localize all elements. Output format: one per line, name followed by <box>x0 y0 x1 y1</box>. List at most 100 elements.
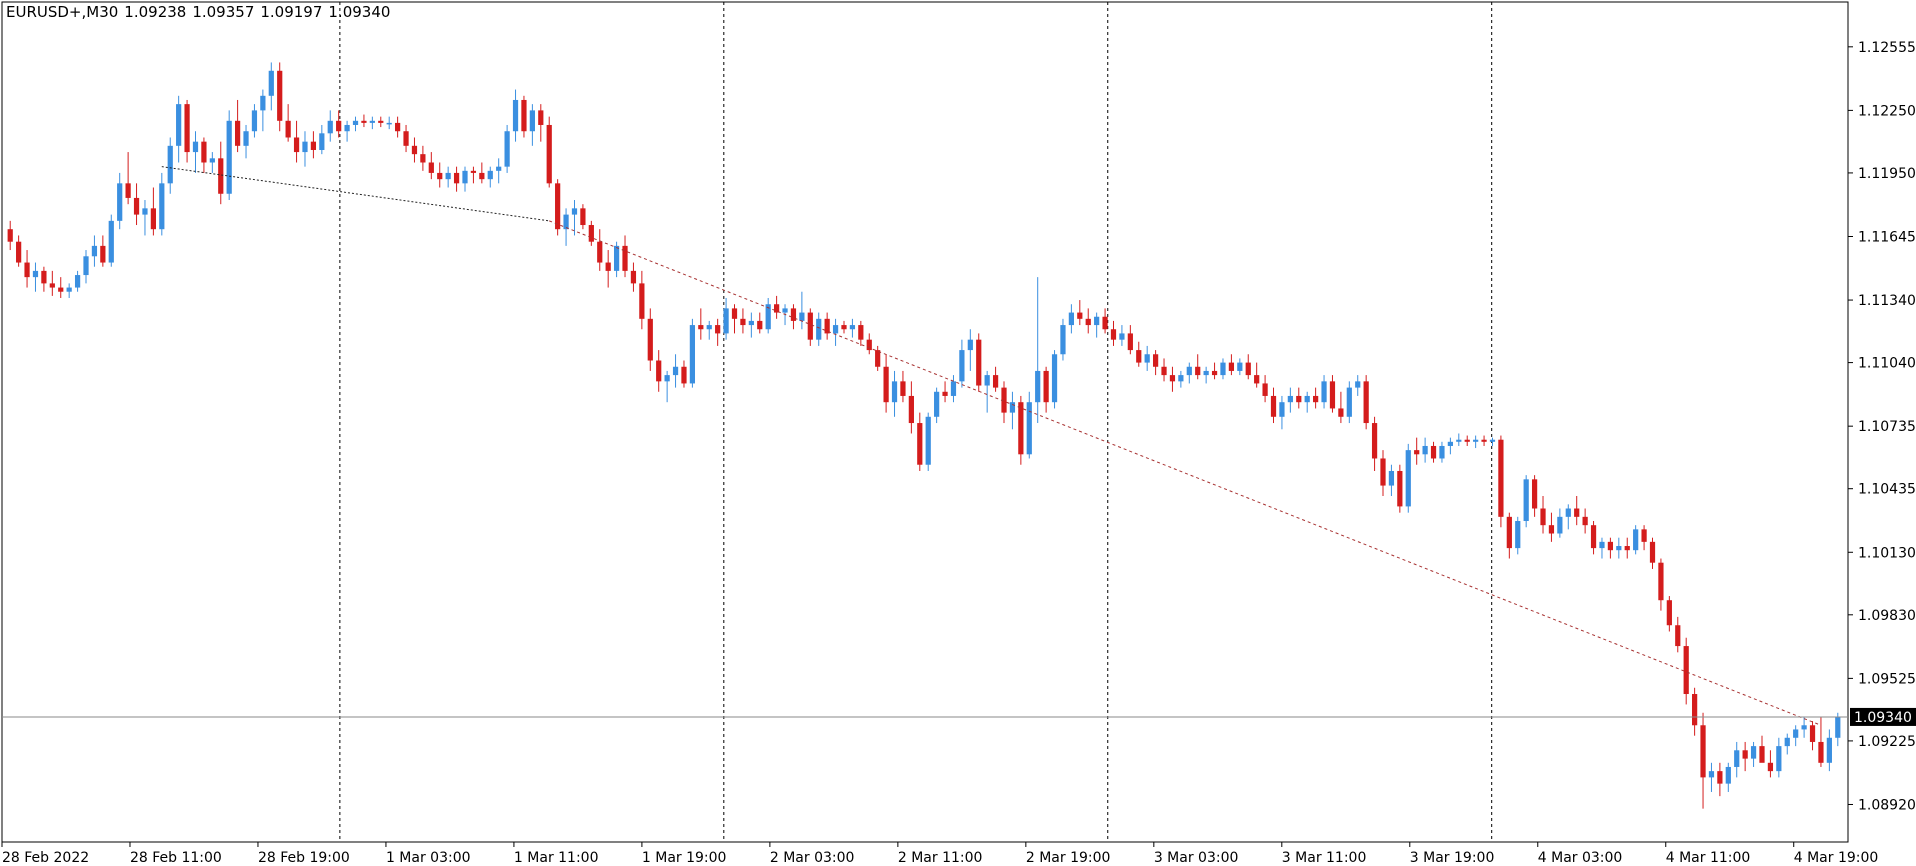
y-tick-label: 1.11645 <box>1858 229 1916 245</box>
candle-body <box>1414 450 1420 455</box>
candle-body <box>49 283 55 288</box>
candle-body <box>1708 771 1715 778</box>
candle-body <box>1220 362 1226 376</box>
candle-body <box>900 381 906 396</box>
candle-body <box>1498 439 1504 517</box>
candle-body <box>344 124 350 132</box>
candle-body <box>209 158 215 163</box>
candle-body <box>1203 370 1209 376</box>
candle-body <box>1633 529 1639 551</box>
candle-body <box>1540 508 1546 526</box>
candle-body <box>470 170 477 173</box>
candle-body <box>352 120 359 125</box>
candle-body <box>361 120 367 123</box>
candle-body <box>1380 458 1386 486</box>
candle-body <box>1060 325 1066 355</box>
candle-body <box>1464 439 1470 442</box>
candle-body <box>1195 366 1201 376</box>
candle-body <box>1784 737 1790 747</box>
candle-body <box>849 325 856 330</box>
candle-body <box>521 99 527 132</box>
candle-body <box>192 141 199 153</box>
candle-body <box>976 339 982 386</box>
candle-body <box>150 208 156 230</box>
candle-body <box>1355 381 1361 388</box>
candle-body <box>765 304 771 330</box>
candle-body <box>1144 354 1150 363</box>
candle-body <box>1026 402 1032 455</box>
candle-body <box>597 241 603 263</box>
trend-line <box>161 166 550 222</box>
candle-body <box>605 262 611 271</box>
candle-body <box>428 162 434 173</box>
candle-body <box>1313 395 1319 403</box>
candle-body <box>639 283 645 319</box>
candle-body <box>647 318 653 361</box>
candle-body <box>395 122 401 132</box>
candle-body <box>1447 441 1453 446</box>
candle-body <box>681 366 687 384</box>
candle-body <box>622 245 628 271</box>
candle-body <box>218 158 224 194</box>
candle-body <box>302 141 308 153</box>
y-tick-label: 1.12250 <box>1858 103 1916 119</box>
candle-body <box>1456 439 1462 442</box>
candle-body <box>1388 470 1395 486</box>
candle-body <box>1793 729 1799 738</box>
candle-body <box>1119 333 1125 340</box>
candle-body <box>832 325 839 334</box>
candle-body <box>327 120 333 134</box>
candle-body <box>529 110 535 132</box>
candle-body <box>293 137 300 153</box>
candle-body <box>1051 354 1058 403</box>
candle-body <box>1245 362 1251 376</box>
candle-body <box>580 208 586 226</box>
x-tick-label: 28 Feb 2022 <box>2 850 89 866</box>
candle-body <box>1228 362 1235 371</box>
chart-header: EURUSD+,M30 1.09238 1.09357 1.09197 1.09340 <box>6 3 396 21</box>
candle-body <box>1734 750 1740 767</box>
candle-body <box>243 131 249 146</box>
candle-body <box>496 166 502 171</box>
candle-body <box>1161 366 1167 376</box>
y-tick-label: 1.12555 <box>1858 40 1916 56</box>
candle-body <box>1742 750 1748 759</box>
candle-body <box>277 70 283 121</box>
candle-body <box>917 423 923 465</box>
candle-body <box>613 245 620 271</box>
x-tick-label: 4 Mar 11:00 <box>1666 850 1751 866</box>
candle-body <box>184 104 190 153</box>
candle-body <box>790 308 797 321</box>
candle-body <box>1346 387 1352 417</box>
candle-body <box>403 131 409 146</box>
candle-body <box>992 375 999 388</box>
candle-body <box>563 214 569 230</box>
symbol-label: EURUSD+,M30 <box>6 3 119 21</box>
candle-body <box>1254 375 1260 384</box>
candle-body <box>1826 737 1832 763</box>
candle-body <box>386 122 392 125</box>
candle-body <box>1818 741 1824 763</box>
y-tick-label: 1.10735 <box>1858 419 1916 435</box>
candle-body <box>1641 529 1647 542</box>
y-tick-label: 1.11340 <box>1858 293 1916 309</box>
candle-body <box>125 183 131 198</box>
y-tick-label: 1.09525 <box>1858 671 1916 687</box>
candle-body <box>24 262 30 278</box>
candle-body <box>1085 318 1091 326</box>
candle-body <box>378 120 384 123</box>
candle-body <box>959 350 965 382</box>
candle-body <box>1439 445 1445 459</box>
candle-body <box>555 183 561 230</box>
candle-body <box>782 308 788 313</box>
candle-body <box>1169 375 1176 382</box>
candle-body <box>1304 395 1310 403</box>
candle-body <box>260 95 266 111</box>
candle-body <box>479 172 485 180</box>
plot-frame <box>1 1 1849 843</box>
candle-body <box>453 172 460 184</box>
candle-body <box>841 325 847 330</box>
candle-body <box>100 245 106 263</box>
